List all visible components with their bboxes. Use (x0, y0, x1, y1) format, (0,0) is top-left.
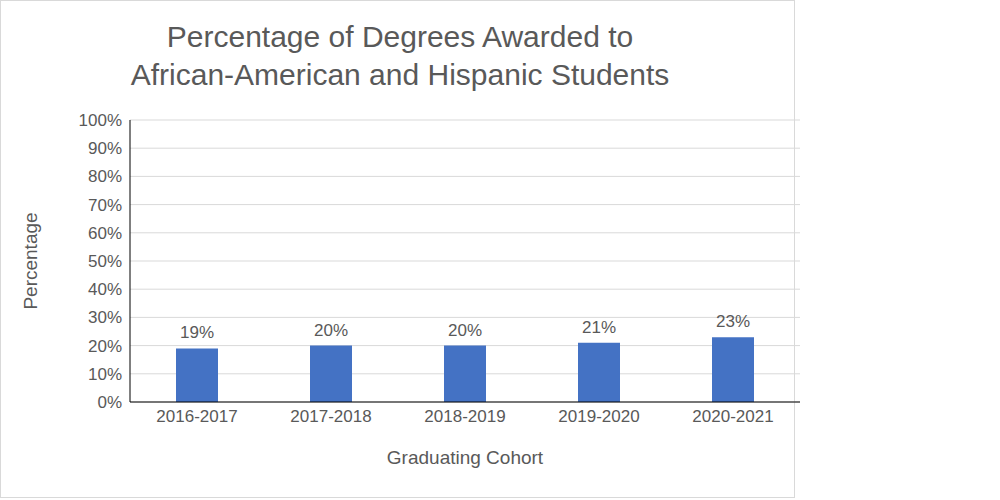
svg-text:2016-2017: 2016-2017 (156, 407, 237, 426)
svg-text:19%: 19% (180, 323, 214, 342)
svg-text:2019-2020: 2019-2020 (558, 407, 639, 426)
svg-text:23%: 23% (716, 312, 750, 331)
svg-text:21%: 21% (582, 318, 616, 337)
svg-text:50%: 50% (88, 252, 122, 271)
html-text:African-American and Hispanic: African-American and Hispanic Students (130, 58, 670, 91)
svg-text:2018-2019: 2018-2019 (424, 407, 505, 426)
svg-text:20%: 20% (448, 321, 482, 340)
svg-text:30%: 30% (88, 308, 122, 327)
svg-text:10%: 10% (88, 365, 122, 384)
svg-text:0%: 0% (97, 393, 122, 412)
svg-text:60%: 60% (88, 224, 122, 243)
svg-text:70%: 70% (88, 196, 122, 215)
svg-text:2017-2018: 2017-2018 (290, 407, 371, 426)
svg-text:Graduating Cohort: Graduating Cohort (387, 447, 544, 468)
svg-text:100%: 100% (79, 111, 122, 130)
svg-text:40%: 40% (88, 280, 122, 299)
svg-text:80%: 80% (88, 167, 122, 186)
svg-text:20%: 20% (88, 337, 122, 356)
svg-text:90%: 90% (88, 139, 122, 158)
html-text:Percentage of Degrees Awarded: Percentage of Degrees Awarded to (166, 20, 634, 53)
svg-text:Percentage: Percentage (20, 212, 41, 309)
svg-text:20%: 20% (314, 321, 348, 340)
svg-text:2020-2021: 2020-2021 (692, 407, 773, 426)
